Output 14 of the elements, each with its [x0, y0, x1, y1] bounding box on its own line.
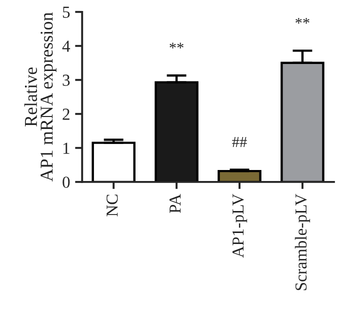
y-tick-label: 2 [62, 108, 70, 120]
annotation: ## [232, 136, 247, 147]
x-tick-label: NC [106, 194, 118, 216]
x-tick-label: Scramble-pLV [294, 194, 310, 290]
y-tick-label: 1 [63, 142, 70, 154]
y-tick-label: 3 [62, 74, 70, 86]
y-axis-title: Relative AP1 mRNA expression [24, 12, 56, 182]
y-tick-label: 0 [62, 176, 70, 188]
annotation: ** [296, 18, 310, 24]
annotation: ** [170, 42, 184, 48]
x-tick-label: PA [170, 194, 181, 214]
y-tick-label: 4 [62, 40, 70, 52]
x-tick-label: AP1-pLV [232, 194, 248, 258]
y-tick-label: 5 [62, 6, 70, 18]
